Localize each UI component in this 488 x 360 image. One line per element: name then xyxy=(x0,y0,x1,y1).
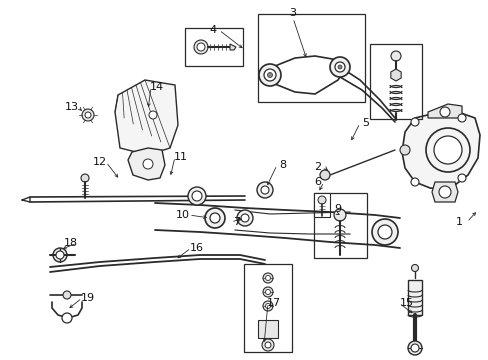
Circle shape xyxy=(319,170,329,180)
Circle shape xyxy=(53,248,67,262)
Text: 13: 13 xyxy=(65,102,79,112)
Circle shape xyxy=(63,291,71,299)
Circle shape xyxy=(329,57,349,77)
Circle shape xyxy=(334,62,345,72)
Circle shape xyxy=(263,287,272,297)
Bar xyxy=(369,44,421,119)
Circle shape xyxy=(337,65,341,69)
Circle shape xyxy=(457,174,465,182)
Circle shape xyxy=(267,72,272,77)
Circle shape xyxy=(81,174,89,182)
Circle shape xyxy=(433,136,461,164)
Circle shape xyxy=(85,112,91,118)
Circle shape xyxy=(259,64,281,86)
Polygon shape xyxy=(431,182,457,202)
Circle shape xyxy=(263,301,272,311)
Text: 1: 1 xyxy=(454,217,462,227)
Polygon shape xyxy=(229,44,236,50)
Circle shape xyxy=(317,196,325,204)
Circle shape xyxy=(410,118,418,126)
Circle shape xyxy=(425,128,469,172)
Text: 15: 15 xyxy=(399,298,413,308)
Bar xyxy=(313,193,366,258)
Text: 4: 4 xyxy=(209,25,216,35)
Circle shape xyxy=(264,342,270,348)
Circle shape xyxy=(410,178,418,186)
Circle shape xyxy=(62,313,72,323)
Circle shape xyxy=(410,344,418,352)
Bar xyxy=(244,264,291,352)
Circle shape xyxy=(209,213,220,223)
Circle shape xyxy=(142,159,153,169)
Circle shape xyxy=(265,303,270,309)
Circle shape xyxy=(390,51,400,61)
Circle shape xyxy=(241,214,248,222)
Circle shape xyxy=(439,107,449,117)
Text: 14: 14 xyxy=(150,82,164,92)
Bar xyxy=(258,320,278,338)
Text: 17: 17 xyxy=(266,298,281,308)
Text: 18: 18 xyxy=(64,238,78,248)
Circle shape xyxy=(265,289,270,294)
Text: 2: 2 xyxy=(314,162,321,172)
Bar xyxy=(407,280,421,315)
Bar xyxy=(184,28,243,66)
Polygon shape xyxy=(128,148,164,180)
Circle shape xyxy=(457,114,465,122)
Circle shape xyxy=(262,339,273,351)
Circle shape xyxy=(261,186,268,194)
Text: 6: 6 xyxy=(314,177,321,187)
Circle shape xyxy=(263,273,272,283)
Circle shape xyxy=(411,265,418,271)
Text: 3: 3 xyxy=(289,8,296,18)
Polygon shape xyxy=(390,69,400,81)
Circle shape xyxy=(204,208,224,228)
Circle shape xyxy=(265,275,270,280)
Circle shape xyxy=(82,109,94,121)
Circle shape xyxy=(149,111,157,119)
Circle shape xyxy=(237,210,252,226)
Circle shape xyxy=(264,69,275,81)
Bar xyxy=(313,193,329,217)
Text: 7: 7 xyxy=(233,217,240,227)
Text: 10: 10 xyxy=(176,210,190,220)
Text: 16: 16 xyxy=(190,243,203,253)
Circle shape xyxy=(438,186,450,198)
Circle shape xyxy=(377,225,391,239)
Polygon shape xyxy=(115,80,178,155)
Text: 9: 9 xyxy=(334,204,341,214)
Circle shape xyxy=(197,43,204,51)
Circle shape xyxy=(194,40,207,54)
Circle shape xyxy=(333,209,346,221)
Circle shape xyxy=(407,341,421,355)
Polygon shape xyxy=(427,104,461,118)
Circle shape xyxy=(371,219,397,245)
Bar xyxy=(258,14,364,102)
Text: 8: 8 xyxy=(279,160,286,170)
Text: 19: 19 xyxy=(81,293,95,303)
Text: 12: 12 xyxy=(93,157,107,167)
Circle shape xyxy=(399,145,409,155)
Text: 11: 11 xyxy=(174,152,187,162)
Circle shape xyxy=(257,182,272,198)
Circle shape xyxy=(56,251,64,259)
Text: 5: 5 xyxy=(362,118,369,128)
Circle shape xyxy=(192,191,202,201)
Circle shape xyxy=(187,187,205,205)
Polygon shape xyxy=(401,112,479,190)
